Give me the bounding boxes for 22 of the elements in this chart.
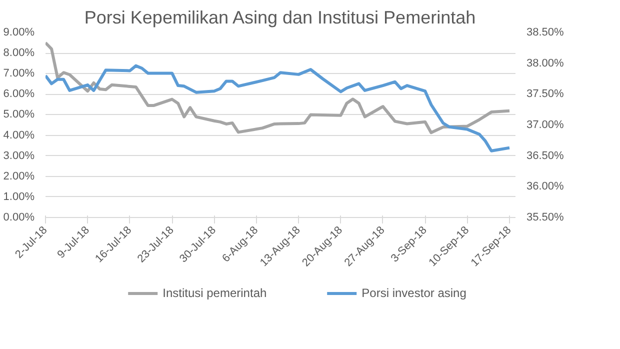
y-tick-label: 7.00% <box>3 68 35 80</box>
y-tick-label: 8.00% <box>3 47 35 60</box>
y-tick-label: 6.00% <box>3 88 35 100</box>
y-tick-label: 9.00% <box>3 26 35 38</box>
y-tick-label: 5.00% <box>3 108 35 121</box>
y-tick-label: 1.00% <box>3 190 35 203</box>
y2-tick-label: 35.50% <box>526 212 564 224</box>
y-tick-label: 0.00% <box>3 212 35 224</box>
y2-tick-label: 38.50% <box>526 26 564 38</box>
legend-label: Institusi pemerintah <box>162 286 267 300</box>
line-series <box>46 41 511 134</box>
y2-tick-label: 37.00% <box>526 119 564 131</box>
y2-tick-label: 36.00% <box>526 180 564 193</box>
chart-title: Porsi Kepemilikan Asing dan Institusi Pemerintah <box>84 8 476 28</box>
y2-tick-label: 37.50% <box>526 88 564 100</box>
legend-label: Porsi investor asing <box>362 286 466 300</box>
y2-tick-label: 36.50% <box>526 150 564 162</box>
y-tick-label: 4.00% <box>3 129 35 142</box>
y2-tick-label: 38.00% <box>526 57 564 70</box>
line-series <box>46 64 511 152</box>
y-tick-label: 3.00% <box>3 150 35 162</box>
y-tick-label: 2.00% <box>3 170 35 182</box>
